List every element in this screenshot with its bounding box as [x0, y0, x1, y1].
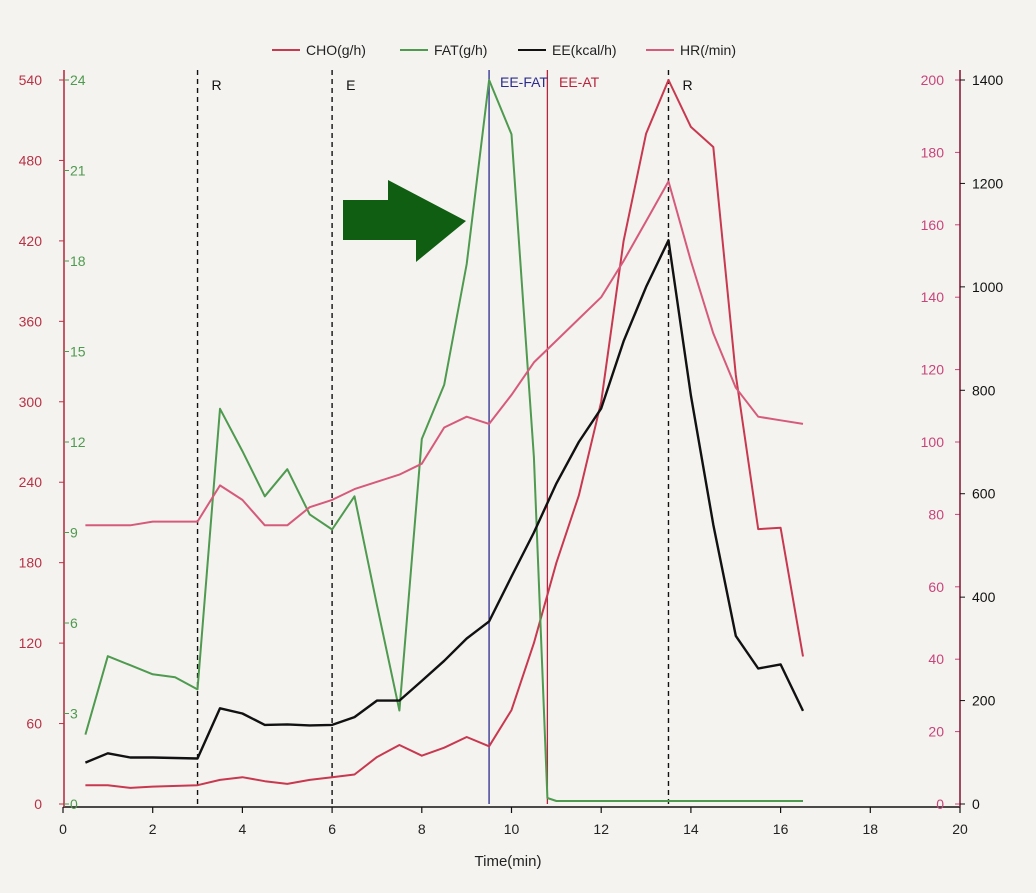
cho-tick-label: 360 — [19, 313, 43, 329]
legend-label-cho: CHO(g/h) — [306, 42, 366, 58]
x-tick-label: 2 — [149, 821, 157, 837]
series-line-hr — [85, 180, 804, 527]
axes-group: 0 2 4 6 8 10 12 14 16 18 2006012018024030036042048… — [19, 70, 1003, 837]
x-tick-label: 16 — [773, 821, 789, 837]
x-tick-label: 6 — [328, 821, 336, 837]
fat-tick-label: 3 — [70, 706, 78, 722]
series-line-ee — [84, 239, 805, 764]
x-tick-label: 4 — [239, 821, 247, 837]
fat-tick-label: 15 — [70, 344, 86, 360]
series-line-cho — [85, 79, 804, 789]
cho-tick-label: 480 — [19, 152, 43, 168]
hr-tick-label: 200 — [921, 72, 945, 88]
fat-tick-label: 21 — [70, 163, 86, 179]
hr-tick-label: 160 — [921, 217, 945, 233]
x-tick-label: 10 — [504, 821, 520, 837]
series-group — [84, 79, 805, 802]
threshold-marker-label: EE-AT — [559, 74, 600, 90]
ee-tick-label: 1400 — [972, 72, 1003, 88]
cho-tick-label: 120 — [19, 635, 43, 651]
annotation-arrow-icon — [343, 180, 466, 262]
x-tick-label: 18 — [863, 821, 879, 837]
fat-tick-label: 18 — [70, 253, 86, 269]
cho-tick-label: 540 — [19, 72, 43, 88]
hr-tick-label: 180 — [921, 144, 945, 160]
cho-tick-label: 0 — [34, 796, 42, 812]
phase-marker-label: R — [682, 77, 692, 93]
x-tick-label: 14 — [683, 821, 699, 837]
ee-tick-label: 0 — [972, 796, 980, 812]
series-line-fat — [84, 79, 803, 802]
hr-tick-label: 0 — [936, 796, 944, 812]
hr-tick-label: 20 — [928, 724, 944, 740]
legend-label-fat: FAT(g/h) — [434, 42, 487, 58]
fat-tick-label: 24 — [70, 72, 86, 88]
ee-tick-label: 1200 — [972, 175, 1003, 191]
cho-tick-label: 60 — [26, 716, 42, 732]
fat-tick-label: 0 — [70, 796, 78, 812]
phase-marker-label: E — [346, 77, 355, 93]
x-axis-label: Time(min) — [475, 853, 542, 870]
hr-tick-label: 80 — [928, 506, 944, 522]
cho-tick-label: 300 — [19, 394, 43, 410]
x-tick-label: 0 — [59, 821, 67, 837]
fat-tick-label: 9 — [70, 525, 78, 541]
ee-tick-label: 600 — [972, 486, 996, 502]
ee-tick-label: 1000 — [972, 279, 1003, 295]
hr-tick-label: 100 — [921, 434, 945, 450]
cho-tick-label: 420 — [19, 233, 43, 249]
ee-tick-label: 200 — [972, 693, 996, 709]
chart-legend: CHO(g/h) FAT(g/h) EE(kcal/h) HR(/min) — [272, 42, 736, 58]
hr-tick-label: 120 — [921, 362, 945, 378]
threshold-marker-label: EE-FAT — [500, 74, 548, 90]
cho-tick-label: 240 — [19, 474, 43, 490]
hr-tick-label: 40 — [928, 651, 944, 667]
x-tick-label: 12 — [593, 821, 609, 837]
phase-marker-label: R — [212, 77, 222, 93]
fat-tick-label: 12 — [70, 434, 86, 450]
hr-tick-label: 140 — [921, 289, 945, 305]
cho-tick-label: 180 — [19, 555, 43, 571]
legend-label-hr: HR(/min) — [680, 42, 736, 58]
x-tick-label: 20 — [952, 821, 968, 837]
hr-tick-label: 60 — [928, 579, 944, 595]
ee-tick-label: 800 — [972, 382, 996, 398]
legend-label-ee: EE(kcal/h) — [552, 42, 617, 58]
fat-tick-label: 6 — [70, 615, 78, 631]
marker-lines: R E R EE-FAT EE-AT — [196, 70, 693, 804]
x-tick-label: 8 — [418, 821, 426, 837]
ee-tick-label: 400 — [972, 589, 996, 605]
